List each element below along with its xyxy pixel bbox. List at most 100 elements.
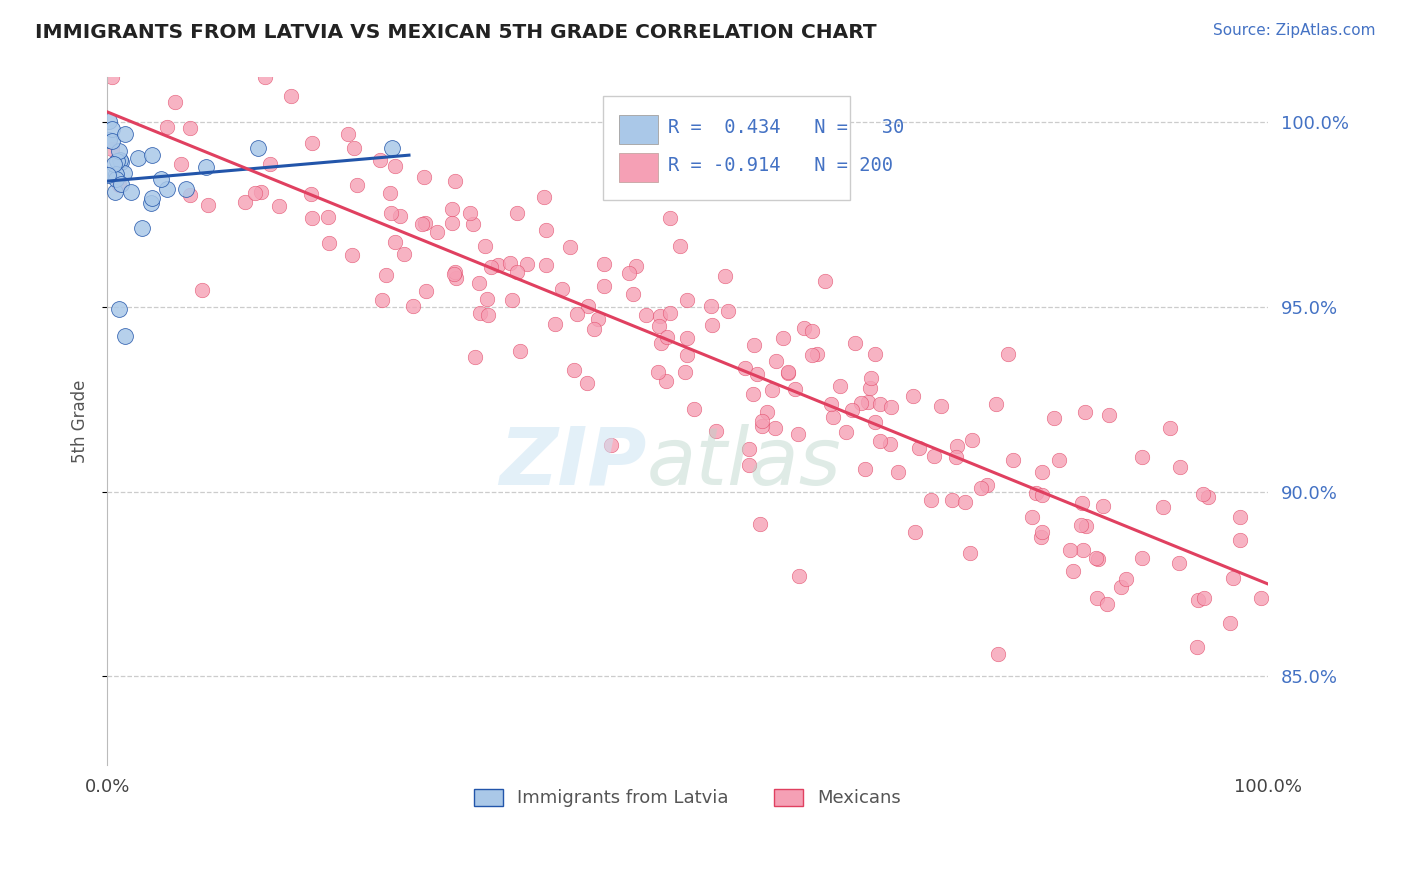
Point: [820, 396, 842, 410]
Point: [141, 191, 163, 205]
Point: [1073, 405, 1095, 419]
Point: [501, 293, 523, 307]
Point: [742, 338, 765, 352]
Point: [378, 186, 401, 200]
Point: [1071, 543, 1094, 558]
Point: [551, 282, 574, 296]
Point: [922, 450, 945, 464]
Point: [443, 264, 465, 278]
Text: atlas: atlas: [647, 424, 842, 501]
Point: [464, 350, 486, 364]
Point: [1229, 533, 1251, 547]
Point: [976, 478, 998, 492]
Text: R =  0.434   N =   30: R = 0.434 N = 30: [668, 118, 904, 137]
Point: [655, 374, 678, 388]
Point: [599, 438, 621, 452]
Point: [787, 569, 810, 583]
Point: [761, 384, 783, 398]
Point: [704, 425, 727, 439]
Point: [567, 307, 589, 321]
Point: [131, 220, 153, 235]
Point: [101, 70, 124, 85]
Point: [440, 202, 463, 216]
Point: [444, 174, 467, 188]
Text: Source: ZipAtlas.com: Source: ZipAtlas.com: [1212, 23, 1375, 38]
Point: [785, 382, 807, 396]
Point: [617, 266, 640, 280]
Point: [97, 168, 120, 182]
Point: [800, 348, 823, 362]
Point: [904, 524, 927, 539]
Point: [1031, 465, 1053, 479]
Point: [259, 156, 281, 170]
Point: [702, 318, 724, 332]
Point: [1229, 510, 1251, 524]
Point: [243, 186, 266, 201]
Point: [1031, 488, 1053, 502]
Point: [879, 400, 901, 414]
Point: [903, 388, 925, 402]
Point: [105, 154, 128, 169]
Text: R = -0.914   N = 200: R = -0.914 N = 200: [668, 156, 893, 175]
Text: IMMIGRANTS FROM LATVIA VS MEXICAN 5TH GRADE CORRELATION CHART: IMMIGRANTS FROM LATVIA VS MEXICAN 5TH GR…: [35, 23, 877, 42]
Point: [516, 257, 538, 271]
Point: [650, 336, 672, 351]
Point: [371, 293, 394, 307]
Point: [987, 647, 1010, 661]
Point: [108, 153, 131, 167]
Point: [593, 278, 616, 293]
Point: [586, 312, 609, 326]
Point: [114, 329, 136, 343]
Point: [316, 210, 339, 224]
Point: [717, 304, 740, 318]
Point: [745, 367, 768, 381]
Point: [1029, 530, 1052, 544]
Point: [634, 308, 657, 322]
Point: [659, 211, 682, 226]
Point: [103, 157, 125, 171]
Point: [534, 223, 557, 237]
Point: [105, 172, 128, 186]
Point: [853, 461, 876, 475]
Point: [101, 142, 124, 156]
Point: [381, 141, 404, 155]
Point: [340, 248, 363, 262]
Point: [191, 283, 214, 297]
Point: [647, 318, 669, 333]
Point: [793, 321, 815, 335]
Point: [1062, 564, 1084, 578]
Point: [468, 306, 491, 320]
Point: [505, 206, 527, 220]
Point: [112, 166, 135, 180]
Point: [97, 133, 120, 147]
FancyBboxPatch shape: [619, 115, 658, 145]
Point: [343, 141, 366, 155]
Point: [576, 299, 599, 313]
Point: [1043, 410, 1066, 425]
Point: [247, 141, 270, 155]
Point: [101, 122, 124, 136]
Point: [426, 225, 449, 239]
Point: [814, 275, 837, 289]
Point: [120, 185, 142, 199]
Point: [1168, 460, 1191, 475]
Point: [1074, 519, 1097, 533]
Point: [647, 365, 669, 379]
Point: [368, 153, 391, 167]
Point: [1192, 487, 1215, 501]
Point: [830, 379, 852, 393]
Point: [576, 376, 599, 390]
Point: [1222, 571, 1244, 585]
Point: [751, 419, 773, 434]
Point: [1031, 525, 1053, 540]
Point: [110, 177, 132, 191]
Point: [844, 336, 866, 351]
Point: [1187, 592, 1209, 607]
Point: [984, 397, 1007, 411]
Point: [280, 89, 302, 103]
Point: [110, 155, 132, 169]
Point: [582, 321, 605, 335]
Point: [384, 235, 406, 249]
Point: [621, 287, 644, 301]
Point: [673, 365, 696, 379]
